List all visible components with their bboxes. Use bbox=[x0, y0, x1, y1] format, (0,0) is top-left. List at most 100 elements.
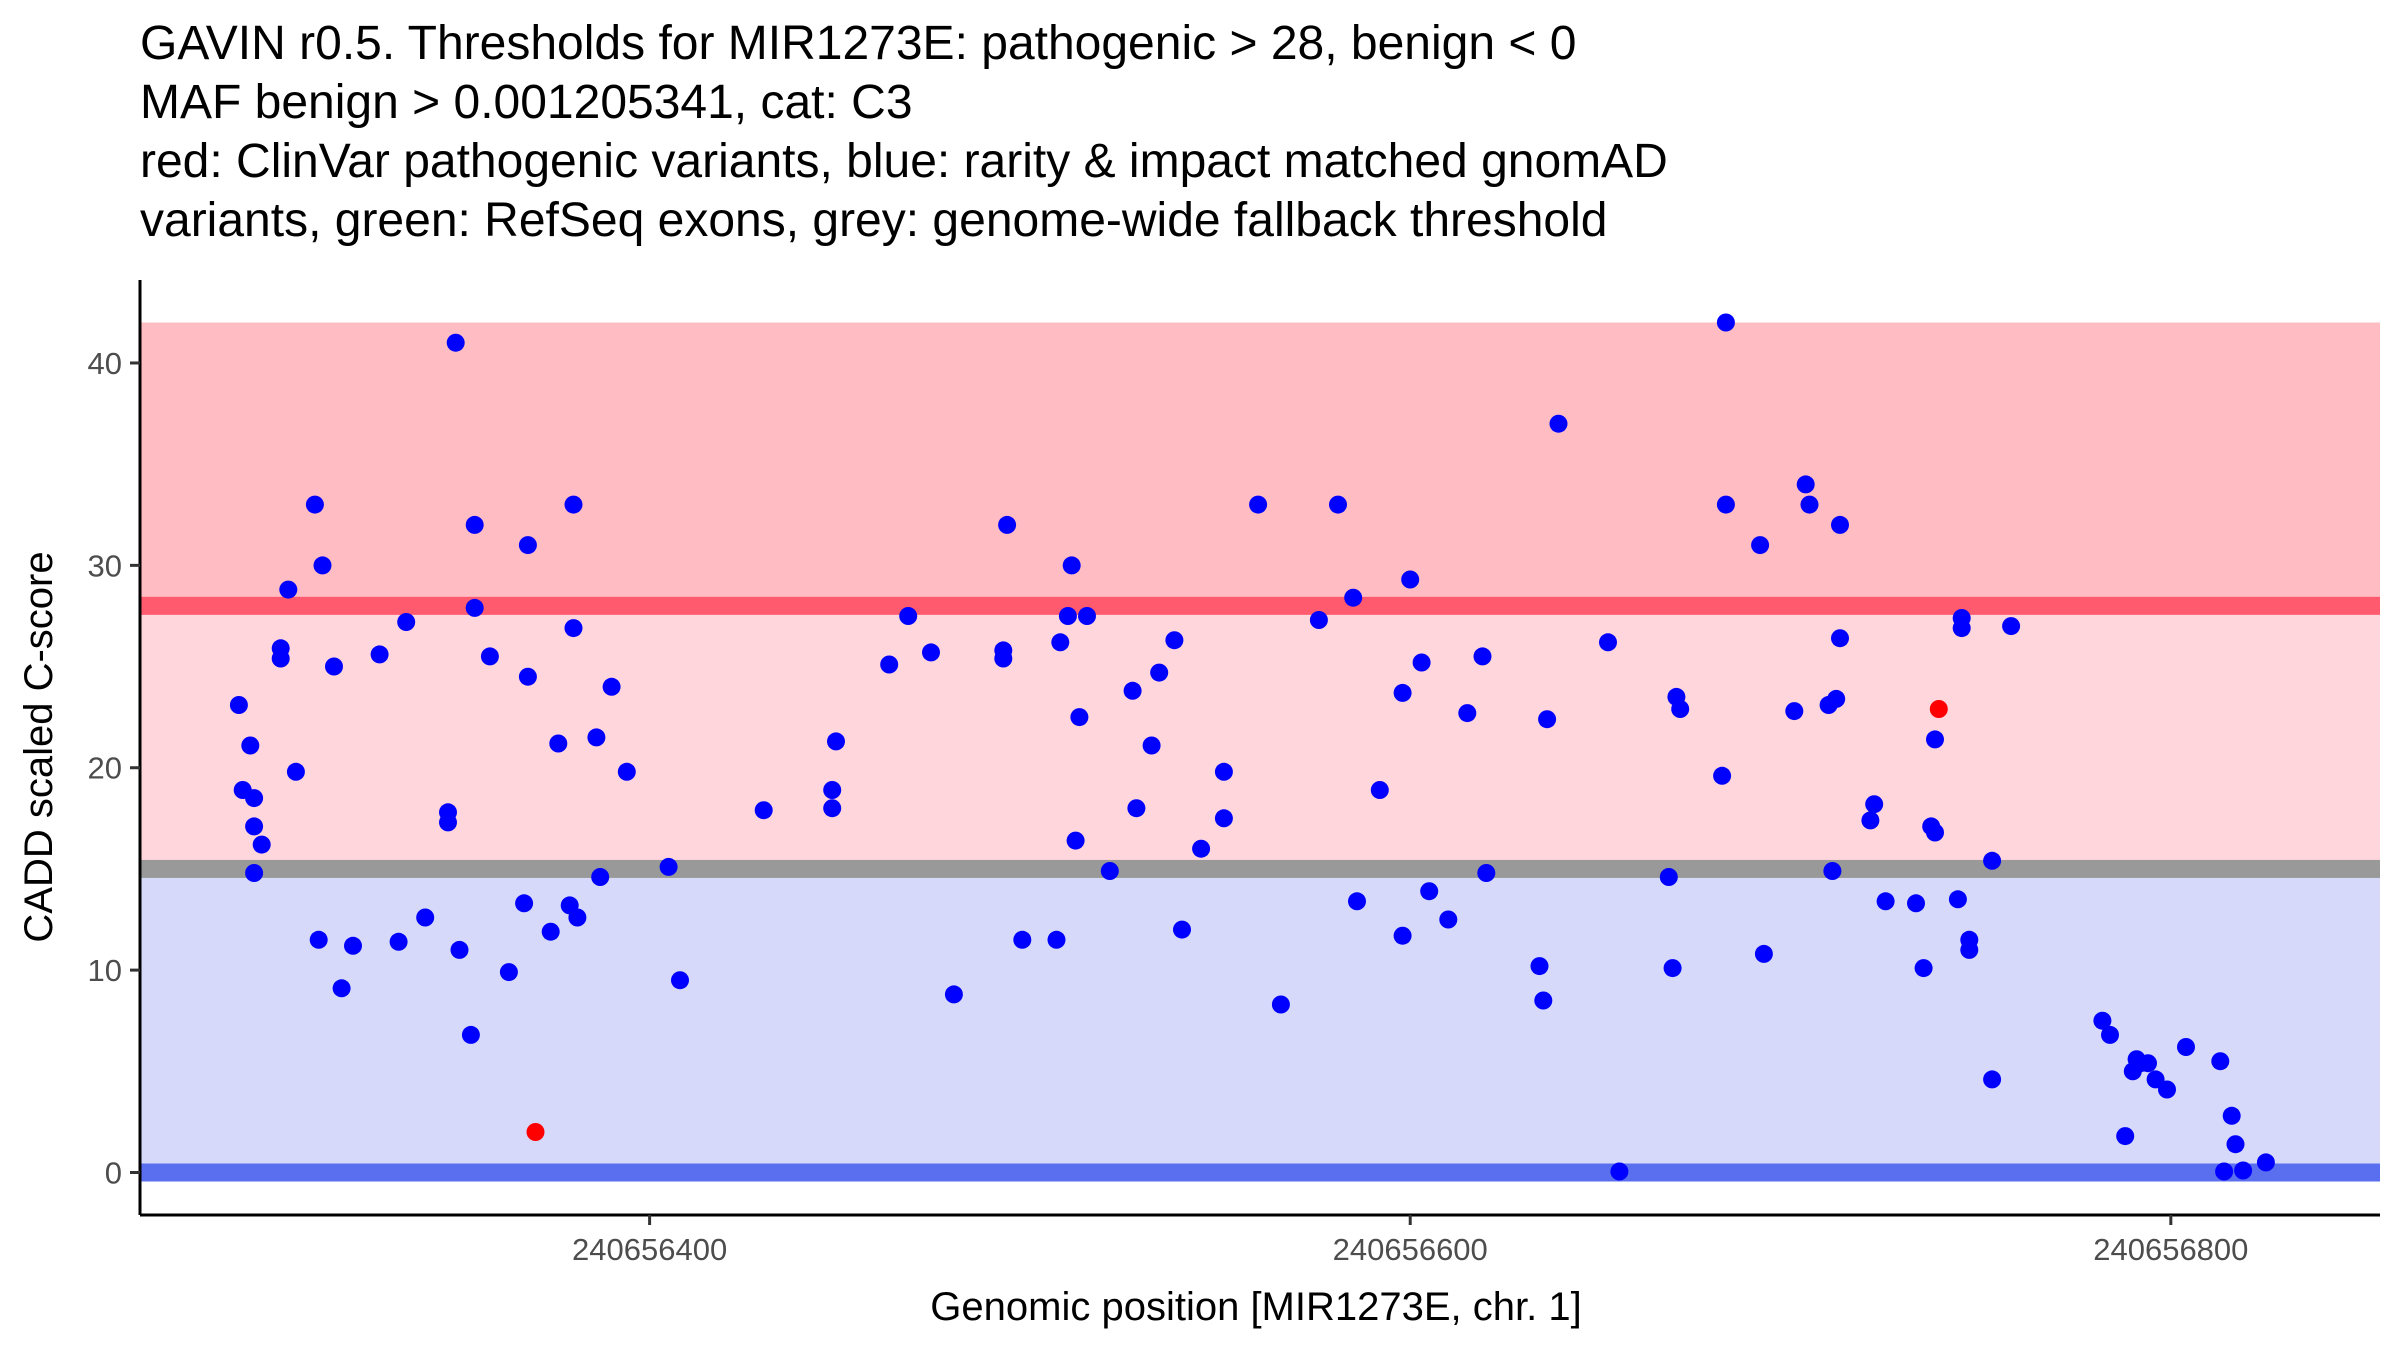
gnomad-point-112 bbox=[1831, 629, 1849, 648]
gnomad-point-41 bbox=[602, 677, 621, 696]
gnomad-point-15 bbox=[332, 979, 351, 998]
gnomad-point-83 bbox=[1401, 570, 1420, 589]
gnomad-point-8 bbox=[271, 649, 290, 668]
gnomad-point-57 bbox=[1047, 930, 1066, 949]
gnomad-point-111 bbox=[1831, 515, 1849, 534]
gnomad-point-59 bbox=[1058, 607, 1077, 625]
gnomad-point-125 bbox=[1960, 940, 1979, 959]
gnomad-point-114 bbox=[1865, 795, 1884, 814]
gnomad-point-95 bbox=[1610, 1162, 1629, 1181]
gnomad-point-97 bbox=[1663, 959, 1682, 978]
gnomad-point-34 bbox=[549, 734, 568, 753]
gnomad-point-51 bbox=[922, 643, 940, 662]
gnomad-point-56 bbox=[1013, 930, 1032, 949]
clinvar-point-1 bbox=[1929, 700, 1948, 718]
y-tick-label: 20 bbox=[88, 751, 122, 786]
gnomad-point-76 bbox=[1309, 611, 1328, 629]
gnomad-point-46 bbox=[823, 781, 842, 799]
gnomad-point-4 bbox=[245, 817, 264, 836]
gnomad-point-61 bbox=[1066, 831, 1085, 850]
gnomad-point-60 bbox=[1062, 556, 1081, 575]
gnomad-point-142 bbox=[2226, 1135, 2245, 1154]
gnomad-point-116 bbox=[1907, 894, 1925, 913]
gnomad-point-9 bbox=[279, 580, 298, 599]
gnomad-point-139 bbox=[2211, 1052, 2230, 1071]
gnomad-point-100 bbox=[1713, 766, 1732, 785]
gnomad-point-38 bbox=[568, 908, 587, 927]
gnomad-point-128 bbox=[2002, 617, 2021, 636]
gnomad-point-109 bbox=[1823, 862, 1842, 880]
gnomad-point-138 bbox=[2177, 1038, 2195, 1056]
chart-title: GAVIN r0.5. Thresholds for MIR1273E: pat… bbox=[140, 14, 2340, 250]
gnomad-point-90 bbox=[1530, 957, 1549, 976]
gnomad-point-36 bbox=[564, 495, 583, 514]
gnomad-point-85 bbox=[1420, 882, 1439, 901]
benign-threshold-line bbox=[140, 1163, 2380, 1182]
gnomad-point-22 bbox=[439, 813, 457, 832]
gnomad-point-48 bbox=[827, 732, 845, 751]
gnomad-point-5 bbox=[245, 864, 264, 882]
gnomad-point-42 bbox=[617, 762, 636, 781]
gnomad-point-23 bbox=[446, 333, 465, 352]
gnomad-point-86 bbox=[1439, 910, 1458, 929]
gnomad-point-127 bbox=[1983, 1070, 2002, 1089]
gnomad-point-89 bbox=[1477, 864, 1496, 882]
gnomad-point-74 bbox=[1249, 495, 1268, 514]
gnomad-point-33 bbox=[541, 922, 560, 941]
x-tick-label: 240656800 bbox=[2093, 1232, 2248, 1267]
gnomad-point-17 bbox=[370, 645, 389, 664]
threshold-lines bbox=[140, 596, 2380, 1182]
gnomad-point-117 bbox=[1914, 959, 1933, 978]
gnomad-point-39 bbox=[587, 728, 606, 747]
gnomad-point-115 bbox=[1876, 892, 1895, 911]
gnomad-point-141 bbox=[2222, 1106, 2241, 1125]
gnomad-point-54 bbox=[994, 649, 1013, 668]
clinvar-point-0 bbox=[526, 1123, 545, 1141]
y-axis-title: CADD scaled C-score bbox=[17, 551, 61, 942]
gnomad-point-64 bbox=[1100, 862, 1119, 880]
gnomad-point-58 bbox=[1051, 633, 1070, 652]
gnomad-point-20 bbox=[416, 908, 435, 927]
gnomad-point-47 bbox=[823, 799, 842, 818]
title-line-2: MAF benign > 0.001205341, cat: C3 bbox=[140, 76, 913, 129]
gnomad-point-2 bbox=[241, 736, 260, 755]
gnomad-point-68 bbox=[1150, 663, 1169, 682]
title-line-1: GAVIN r0.5. Thresholds for MIR1273E: pat… bbox=[140, 17, 1577, 70]
gnomad-point-101 bbox=[1716, 313, 1735, 332]
gnomad-point-126 bbox=[1983, 851, 2002, 870]
gnomad-point-52 bbox=[944, 985, 963, 1004]
gnomad-point-49 bbox=[880, 655, 899, 674]
gnomad-point-82 bbox=[1393, 926, 1412, 945]
gnomad-point-140 bbox=[2215, 1162, 2234, 1181]
gnomad-point-10 bbox=[286, 762, 305, 781]
gnomad-point-106 bbox=[1796, 475, 1815, 494]
gnomad-point-104 bbox=[1754, 944, 1773, 963]
gnomad-point-75 bbox=[1271, 995, 1290, 1014]
gnomad-point-25 bbox=[461, 1025, 480, 1044]
gnomad-point-88 bbox=[1473, 647, 1492, 666]
y-tick-label: 10 bbox=[88, 953, 122, 988]
gnomad-point-123 bbox=[1952, 619, 1971, 638]
gnomad-point-93 bbox=[1549, 414, 1568, 433]
gnomad-point-143 bbox=[2234, 1161, 2253, 1180]
gnomad-point-62 bbox=[1070, 708, 1089, 727]
gnomad-point-119 bbox=[1926, 823, 1944, 842]
gnomad-point-96 bbox=[1659, 868, 1678, 886]
gnomad-point-87 bbox=[1458, 704, 1477, 723]
x-tick-label: 240656400 bbox=[572, 1232, 727, 1267]
gnomad-point-65 bbox=[1123, 681, 1142, 700]
gnomad-point-130 bbox=[2101, 1025, 2119, 1044]
fallback-threshold-line bbox=[140, 859, 2380, 878]
title-line-3: red: ClinVar pathogenic variants, blue: … bbox=[140, 135, 1668, 188]
axes bbox=[138, 280, 2380, 1217]
gnomad-point-79 bbox=[1348, 892, 1366, 911]
gnomad-point-40 bbox=[591, 868, 610, 886]
gnomad-point-27 bbox=[465, 598, 484, 617]
gnomad-point-67 bbox=[1142, 736, 1161, 755]
y-tick-label: 0 bbox=[105, 1156, 122, 1191]
gnomad-point-24 bbox=[450, 940, 469, 959]
gnomad-point-71 bbox=[1192, 839, 1211, 858]
gnomad-point-37 bbox=[564, 619, 583, 638]
pathogenic-zone-band bbox=[140, 322, 2380, 606]
